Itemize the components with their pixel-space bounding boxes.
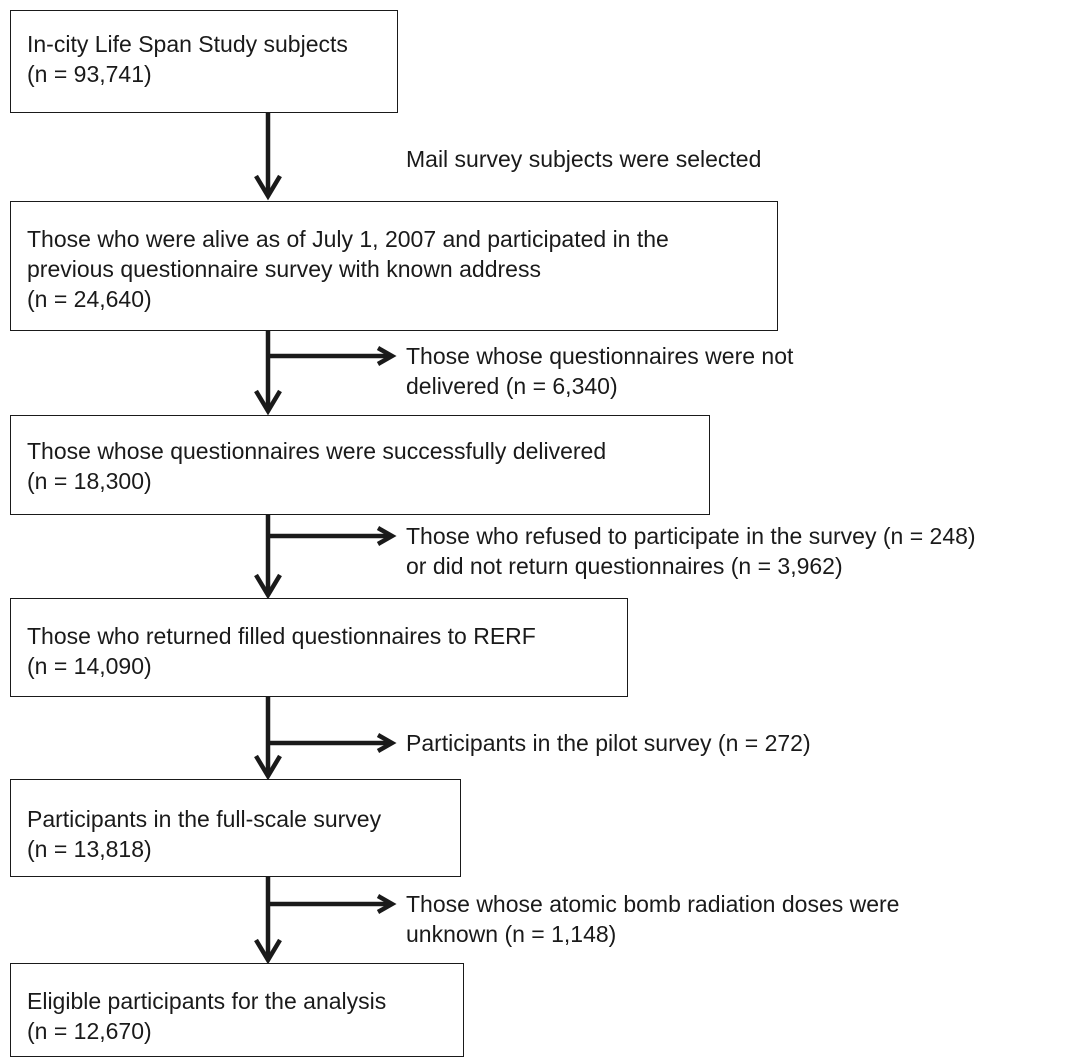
down-arrow-1 xyxy=(254,113,282,201)
note-line: Participants in the pilot survey (n = 27… xyxy=(406,730,811,756)
box-line: Participants in the full-scale survey xyxy=(27,806,382,832)
down-arrow-5 xyxy=(254,877,397,965)
box-line: Those who were alive as of July 1, 2007 … xyxy=(27,226,669,252)
box-line: previous questionnaire survey with known… xyxy=(27,256,541,282)
down-arrow-4 xyxy=(254,697,397,781)
note-line: delivered (n = 6,340) xyxy=(406,373,618,399)
box-line: (n = 14,090) xyxy=(27,653,152,679)
note-refused: Those who refused to participate in the … xyxy=(406,521,976,581)
note-line: Those whose questionnaires were not xyxy=(406,343,794,369)
box-line: (n = 18,300) xyxy=(27,468,152,494)
note-dose-unknown: Those whose atomic bomb radiation doses … xyxy=(406,889,899,949)
box-line: Those who returned filled questionnaires… xyxy=(27,623,536,649)
note-line: Mail survey subjects were selected xyxy=(406,146,762,172)
box-life-span-study: In-city Life Span Study subjects (n = 93… xyxy=(10,10,398,113)
box-returned: Those who returned filled questionnaires… xyxy=(10,598,628,697)
down-arrow-2 xyxy=(254,331,397,416)
note-not-delivered: Those whose questionnaires were not deli… xyxy=(406,341,793,401)
box-full-scale: Participants in the full-scale survey (n… xyxy=(10,779,461,877)
box-alive-participants: Those who were alive as of July 1, 2007 … xyxy=(10,201,778,331)
box-line: Those whose questionnaires were successf… xyxy=(27,438,607,464)
note-mail-survey: Mail survey subjects were selected xyxy=(406,144,761,174)
box-line: Eligible participants for the analysis xyxy=(27,988,387,1014)
note-pilot: Participants in the pilot survey (n = 27… xyxy=(406,728,811,758)
down-arrow-3 xyxy=(254,515,397,600)
box-eligible: Eligible participants for the analysis (… xyxy=(10,963,464,1057)
box-delivered: Those whose questionnaires were successf… xyxy=(10,415,710,515)
box-line: (n = 93,741) xyxy=(27,61,152,87)
note-line: or did not return questionnaires (n = 3,… xyxy=(406,553,843,579)
box-line: (n = 12,670) xyxy=(27,1018,152,1044)
note-line: unknown (n = 1,148) xyxy=(406,921,617,947)
box-line: (n = 24,640) xyxy=(27,286,152,312)
note-line: Those who refused to participate in the … xyxy=(406,523,976,549)
note-line: Those whose atomic bomb radiation doses … xyxy=(406,891,900,917)
box-line: (n = 13,818) xyxy=(27,836,152,862)
box-line: In-city Life Span Study subjects xyxy=(27,31,348,57)
